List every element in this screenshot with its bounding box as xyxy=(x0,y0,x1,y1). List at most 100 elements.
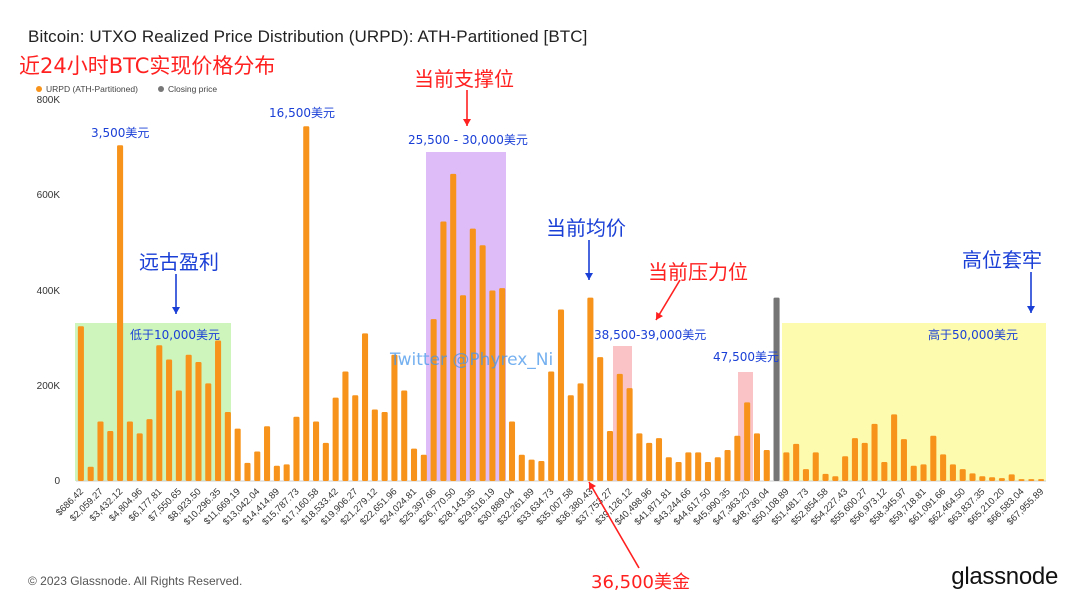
urpd-bar[interactable] xyxy=(989,477,996,481)
urpd-bar[interactable] xyxy=(87,466,94,481)
urpd-bar[interactable] xyxy=(1038,479,1045,481)
urpd-bar[interactable] xyxy=(783,452,790,481)
urpd-bar[interactable] xyxy=(969,473,976,481)
urpd-bar[interactable] xyxy=(273,465,280,481)
urpd-bar[interactable] xyxy=(362,333,369,481)
urpd-bar[interactable] xyxy=(342,371,349,481)
urpd-bar[interactable] xyxy=(861,442,868,481)
urpd-bar[interactable] xyxy=(1018,479,1025,481)
urpd-bar[interactable] xyxy=(636,433,643,482)
urpd-bar[interactable] xyxy=(352,395,359,481)
urpd-bar[interactable] xyxy=(313,421,320,481)
urpd-bar[interactable] xyxy=(655,438,663,481)
urpd-bar[interactable] xyxy=(548,371,555,481)
urpd-bar[interactable] xyxy=(1008,474,1015,481)
urpd-bar[interactable] xyxy=(753,433,760,482)
urpd-bar[interactable] xyxy=(724,450,731,481)
urpd-bar[interactable] xyxy=(842,456,849,481)
urpd-bar[interactable] xyxy=(881,461,888,481)
urpd-bar[interactable] xyxy=(283,464,290,481)
urpd-bar[interactable] xyxy=(293,416,300,481)
urpd-bar[interactable] xyxy=(744,402,751,481)
urpd-bar[interactable] xyxy=(822,473,829,481)
urpd-bar[interactable] xyxy=(303,126,310,481)
urpd-bar[interactable] xyxy=(175,390,182,481)
urpd-bar[interactable] xyxy=(479,245,486,481)
urpd-bar[interactable] xyxy=(489,290,496,482)
urpd-bar[interactable] xyxy=(675,461,682,481)
urpd-bar[interactable] xyxy=(998,478,1005,481)
urpd-bar[interactable] xyxy=(587,297,594,481)
urpd-bar[interactable] xyxy=(156,345,163,481)
urpd-bar[interactable] xyxy=(254,451,261,481)
urpd-bar[interactable] xyxy=(499,288,506,481)
urpd-bar[interactable] xyxy=(949,464,956,481)
urpd-bar[interactable] xyxy=(117,145,124,482)
urpd-bar[interactable] xyxy=(763,450,770,481)
urpd-bar[interactable] xyxy=(508,421,516,481)
urpd-bar[interactable] xyxy=(234,428,241,481)
urpd-bar[interactable] xyxy=(244,462,251,481)
urpd-bar[interactable] xyxy=(616,373,623,481)
urpd-bar[interactable] xyxy=(910,465,917,481)
urpd-bar[interactable] xyxy=(597,357,604,481)
urpd-bar[interactable] xyxy=(97,421,104,481)
urpd-bar[interactable] xyxy=(714,457,721,481)
urpd-bar[interactable] xyxy=(577,383,584,481)
urpd-bar[interactable] xyxy=(900,439,907,481)
urpd-bar[interactable] xyxy=(930,435,937,481)
urpd-bar[interactable] xyxy=(891,414,898,481)
urpd-bar[interactable] xyxy=(538,461,545,481)
urpd-bar[interactable] xyxy=(685,452,692,481)
urpd-bar[interactable] xyxy=(518,454,525,481)
legend-item-urpd[interactable]: URPD (ATH-Partitioned) xyxy=(36,84,138,94)
urpd-bar[interactable] xyxy=(734,435,741,481)
urpd-bar[interactable] xyxy=(322,442,329,481)
urpd-bar[interactable] xyxy=(920,464,927,481)
urpd-bar[interactable] xyxy=(224,411,231,481)
legend-item-closing[interactable]: Closing price xyxy=(157,84,217,94)
urpd-bar[interactable] xyxy=(793,443,800,481)
urpd-bar[interactable] xyxy=(332,397,339,481)
closing-price-bar[interactable] xyxy=(773,297,780,481)
urpd-bar[interactable] xyxy=(371,409,378,481)
urpd-bar[interactable] xyxy=(459,295,467,481)
urpd-bar[interactable] xyxy=(704,461,711,481)
urpd-bar[interactable] xyxy=(626,388,633,481)
urpd-bar[interactable] xyxy=(401,390,408,481)
urpd-bar[interactable] xyxy=(695,452,702,481)
urpd-bar[interactable] xyxy=(979,476,986,481)
urpd-bar[interactable] xyxy=(215,340,222,481)
urpd-bar[interactable] xyxy=(469,228,476,481)
urpd-bar[interactable] xyxy=(557,309,565,481)
urpd-bar[interactable] xyxy=(420,454,427,481)
urpd-bar[interactable] xyxy=(567,395,574,481)
urpd-bar[interactable] xyxy=(107,430,114,481)
urpd-bar[interactable] xyxy=(440,221,447,481)
urpd-bar[interactable] xyxy=(832,476,839,481)
urpd-bar[interactable] xyxy=(430,319,437,481)
urpd-bar[interactable] xyxy=(528,459,535,481)
urpd-bar[interactable] xyxy=(871,423,878,481)
urpd-bar[interactable] xyxy=(851,438,858,481)
urpd-bar[interactable] xyxy=(606,430,614,481)
urpd-bar[interactable] xyxy=(812,452,819,481)
urpd-bar[interactable] xyxy=(195,361,202,481)
urpd-bar[interactable] xyxy=(136,433,143,482)
urpd-bar[interactable] xyxy=(940,454,947,481)
urpd-bar[interactable] xyxy=(450,173,457,481)
urpd-bar[interactable] xyxy=(665,457,672,481)
urpd-bar[interactable] xyxy=(146,419,153,481)
urpd-bar[interactable] xyxy=(185,354,192,481)
urpd-bar[interactable] xyxy=(126,421,133,481)
urpd-bar[interactable] xyxy=(646,442,653,481)
urpd-bar[interactable] xyxy=(264,426,271,481)
urpd-bar[interactable] xyxy=(802,469,809,481)
urpd-bar[interactable] xyxy=(77,326,84,481)
urpd-bar[interactable] xyxy=(959,469,966,481)
urpd-bar[interactable] xyxy=(381,411,388,481)
urpd-bar[interactable] xyxy=(205,383,212,481)
urpd-bar[interactable] xyxy=(391,354,398,481)
urpd-bar[interactable] xyxy=(166,359,173,481)
urpd-bar[interactable] xyxy=(1028,479,1035,481)
